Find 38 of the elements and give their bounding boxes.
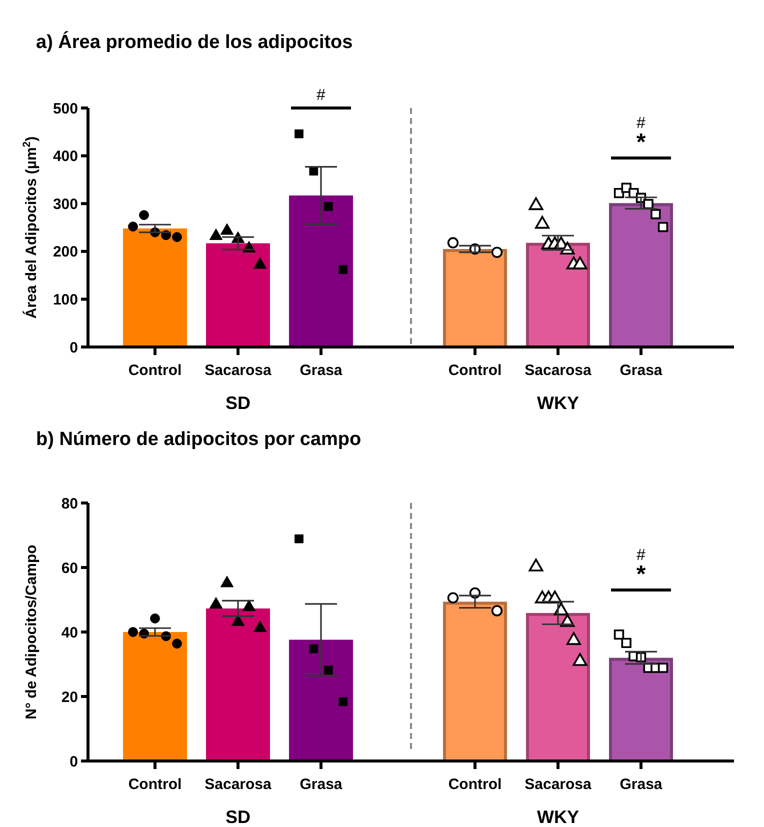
- y-tick-label: 300: [52, 196, 78, 213]
- y-tick-label: 60: [61, 560, 78, 577]
- x-tick-label: Grasa: [620, 776, 663, 793]
- chart-title: a) Área promedio de los adipocitos: [36, 31, 353, 53]
- y-tick-label: 20: [61, 688, 78, 706]
- annotation: *: [636, 129, 646, 156]
- annotation: *: [636, 561, 646, 588]
- x-tick-label: Sacarosa: [524, 362, 592, 379]
- x-tick-label: Control: [448, 776, 502, 793]
- y-tick-label: 100: [52, 291, 78, 308]
- x-tick-label: Control: [128, 362, 182, 379]
- y-tick-label: 40: [61, 624, 78, 642]
- y-tick-label: 400: [52, 148, 78, 166]
- x-tick-label: Grasa: [620, 362, 663, 379]
- x-tick-label: Control: [128, 776, 182, 793]
- x-tick-label: Control: [448, 362, 502, 379]
- y-tick-label: 0: [70, 753, 78, 770]
- y-axis-title: N° de Adipocitos/Campo: [23, 544, 40, 720]
- bar: [289, 195, 353, 347]
- x-tick-label: Sacarosa: [204, 362, 272, 379]
- x-tick-label: Sacarosa: [204, 776, 272, 793]
- bar: [123, 228, 187, 347]
- y-tick-label: 500: [52, 100, 78, 118]
- y-tick-label: 0: [70, 339, 78, 356]
- x-tick-label: Grasa: [300, 362, 343, 379]
- annotation: #: [636, 115, 646, 132]
- x-tick-label: Grasa: [300, 776, 343, 793]
- text: #: [316, 87, 326, 104]
- x-tick-label: Sacarosa: [524, 776, 592, 793]
- x-axis-title: SD: [225, 393, 251, 413]
- x-axis-title: WKY: [537, 807, 579, 827]
- bar: [206, 243, 270, 347]
- y-tick-label: 80: [61, 495, 78, 512]
- annotation: #: [636, 547, 646, 564]
- y-tick-label: 200: [52, 244, 78, 261]
- x-axis-title: SD: [225, 807, 251, 827]
- x-axis-title: WKY: [537, 393, 579, 413]
- chart-title: b) Número de adipocitos por campo: [36, 429, 362, 450]
